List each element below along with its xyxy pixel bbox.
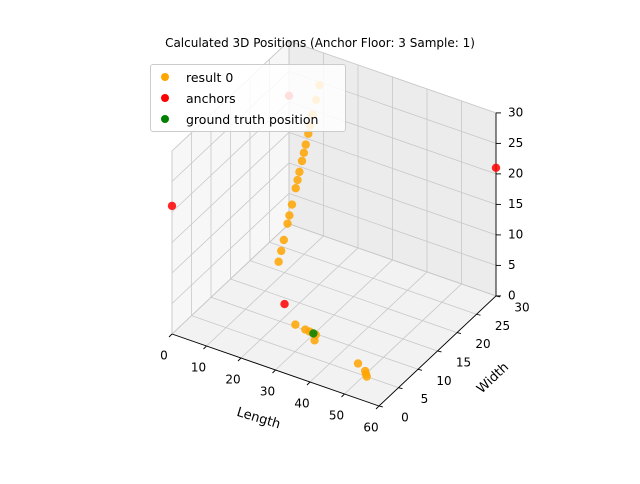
gridline-z-left (171, 132, 290, 243)
gridline-z-left (171, 162, 290, 274)
x-tick (272, 369, 276, 374)
point-result-0 (291, 320, 300, 329)
legend-entry-ground-truth: ground truth position (161, 109, 318, 129)
y-tick-label: 15 (456, 355, 471, 369)
gridline-z-back (288, 40, 497, 114)
x-tick-label: 0 (160, 349, 168, 363)
chart-title: Calculated 3D Positions (Anchor Floor: 3… (165, 36, 475, 50)
legend-marker-anchors (161, 94, 169, 102)
gridline-y-floor (249, 260, 458, 333)
z-tick-label: 10 (508, 227, 523, 241)
gridline-y-floor (269, 241, 477, 315)
y-tick-label: 30 (514, 300, 529, 314)
z-tick-label: 30 (508, 105, 523, 119)
x-tick (203, 345, 207, 350)
point-ground-truth-position (309, 329, 318, 338)
x-tick-label: 30 (260, 385, 275, 399)
x-axis-label: Length (235, 405, 282, 432)
x-tick-label: 20 (225, 373, 240, 387)
point-result-0 (297, 156, 307, 166)
point-result-0 (299, 148, 309, 158)
point-result-0 (310, 336, 319, 345)
x-tick (306, 381, 311, 386)
point-result-0 (277, 246, 286, 256)
y-tick-label: 10 (436, 374, 451, 388)
legend-entry-result: result 0 (161, 67, 233, 87)
point-result-0 (301, 140, 310, 149)
gridline-z-back (288, 223, 497, 297)
z-tick-label: 0 (508, 288, 516, 302)
x-tick (341, 393, 345, 398)
point-result-0 (287, 200, 297, 209)
z-tick-label: 25 (508, 136, 523, 150)
point-anchors (167, 201, 177, 211)
y-tick (476, 313, 481, 316)
legend-label-result: result 0 (186, 69, 234, 85)
point-result-0 (279, 235, 289, 245)
gridline-z-left (171, 193, 290, 304)
y-axis-label: Width (474, 360, 512, 397)
x-tick-label: 10 (191, 361, 206, 375)
gridline-z-back (288, 193, 497, 266)
legend-marker-result (161, 73, 169, 81)
point-result-0 (293, 175, 302, 185)
x-tick-label: 40 (294, 397, 309, 411)
y-tick-label: 25 (495, 319, 510, 333)
y-tick (378, 405, 384, 408)
z-tick-label: 5 (508, 258, 516, 272)
x-tick (168, 333, 173, 338)
y-tick (437, 350, 442, 353)
gridline-z-left (171, 223, 290, 335)
x-tick-label: 60 (363, 421, 378, 435)
z-tick-label: 20 (508, 166, 523, 180)
y-tick (398, 387, 403, 390)
point-result-0 (295, 167, 304, 177)
z-tick-label: 15 (508, 197, 523, 211)
point-result-0 (291, 184, 300, 193)
gridline-z-back (288, 162, 497, 236)
y-tick-label: 20 (475, 337, 490, 351)
legend-label-ground-truth: ground truth position (186, 111, 319, 127)
point-result-0 (274, 257, 283, 266)
x-tick (237, 357, 242, 362)
legend-marker-ground-truth (161, 115, 169, 123)
x-tick-label: 50 (329, 409, 344, 423)
point-result-0 (362, 372, 371, 381)
legend: result 0 anchors ground truth position (150, 64, 346, 132)
y-tick-label: 5 (421, 392, 429, 406)
gridline-y-floor (230, 278, 438, 352)
y-tick (456, 332, 462, 335)
legend-label-anchors: anchors (186, 90, 236, 106)
y-tick (417, 368, 423, 371)
point-result-0 (353, 359, 363, 368)
point-anchors (491, 163, 501, 172)
y-tick-label: 0 (401, 411, 409, 425)
gridline-z-back (288, 132, 497, 205)
x-tick (375, 405, 380, 410)
point-result-0 (283, 219, 292, 228)
point-anchors (280, 299, 289, 309)
point-result-0 (285, 211, 294, 220)
legend-entry-anchors: anchors (161, 88, 236, 108)
